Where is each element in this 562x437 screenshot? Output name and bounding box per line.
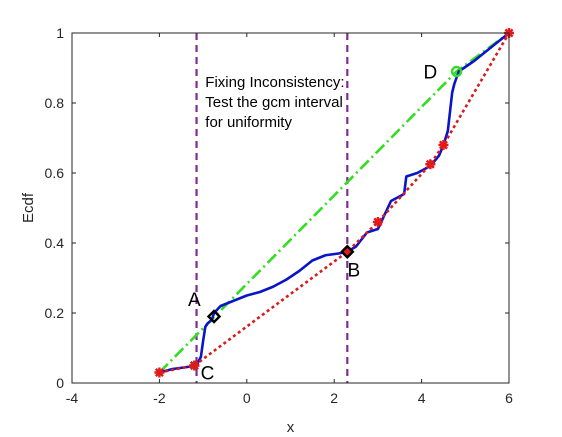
x-tick-label: 6 [505,390,513,406]
x-tick-label: 4 [418,390,426,406]
x-axis-ticks: -4 -2 0 2 4 6 [66,33,513,406]
gcm-marker [438,140,449,150]
annotation-line: Test the gcm interval [205,94,343,111]
x-tick-label: 2 [330,390,338,406]
x-axis-label: x [287,419,295,436]
y-tick-label: 0.6 [45,165,65,181]
ecdf-line [159,31,510,374]
y-tick-label: 0.2 [45,305,65,321]
y-axis-ticks: 0 0.2 0.4 0.6 0.8 1 [45,25,509,391]
series-group [154,28,514,378]
labeled-points: A B C D [188,63,463,385]
plot-background [72,33,509,383]
annotation-line: Fixing Inconsistency: [205,74,344,91]
gcm-marker [154,367,165,378]
vertical-lines [195,33,349,383]
gcm-marker [372,217,383,227]
y-tick-label: 0.4 [45,235,65,251]
annotation-group: Fixing Inconsistency: Test the gcm interv… [205,74,344,131]
point-marker-a [206,309,222,324]
gcm-marker [425,159,436,170]
point-label-a: A [188,290,201,311]
y-axis-label: Ecdf [20,192,37,223]
point-label-d: D [423,63,437,84]
point-label-b: B [348,260,361,281]
y-tick-label: 1 [56,25,64,41]
point-label-c: C [201,364,215,385]
x-tick-label: -4 [66,390,79,406]
point-marker-d [450,65,463,78]
gcm-marker [342,246,353,257]
x-tick-label: -2 [153,390,166,406]
point-marker-b [340,244,355,259]
annotation-line: for uniformity [205,114,292,131]
y-tick-label: 0 [56,375,64,391]
x-tick-label: 0 [243,390,251,406]
plot-frame [71,32,510,384]
point-marker-c [189,360,200,371]
y-tick-label: 0.8 [45,95,65,111]
